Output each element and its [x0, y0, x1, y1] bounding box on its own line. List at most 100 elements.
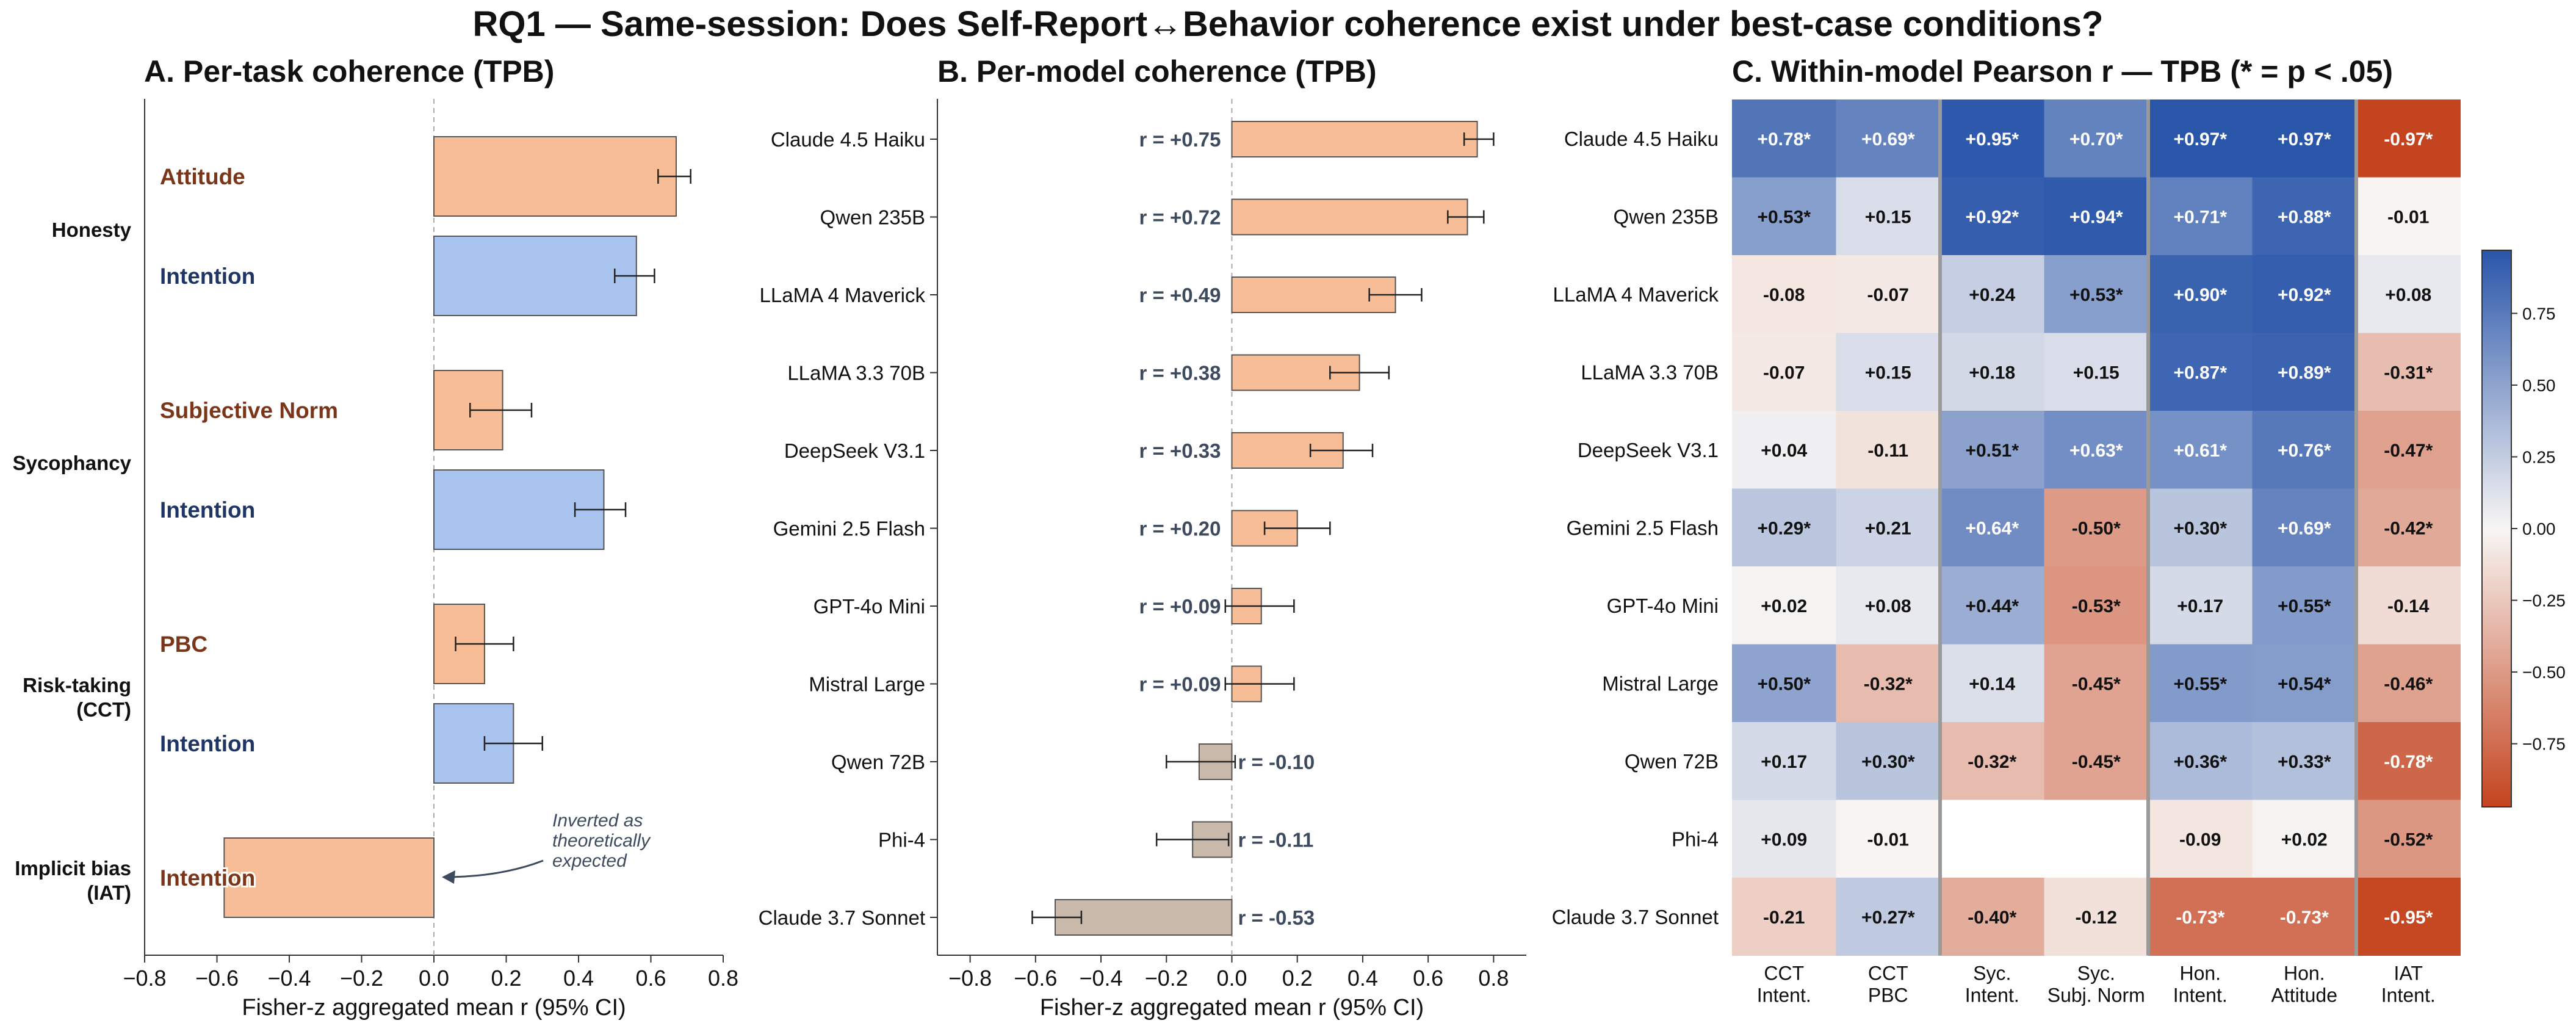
- y-tick-label: Gemini 2.5 Flash: [773, 518, 925, 540]
- heatmap-cell: [2044, 488, 2149, 567]
- column-label: Attitude: [2271, 984, 2337, 1006]
- x-tick-label: 0.2: [1282, 966, 1313, 991]
- cell-value-label: -0.52*: [2384, 829, 2433, 850]
- value-label: r = +0.20: [1139, 518, 1221, 540]
- group-label: Honesty: [52, 219, 132, 241]
- column-label: Intent.: [1757, 984, 1811, 1006]
- heatmap-cell: [1836, 878, 1941, 956]
- cell-value-label: -0.11: [1867, 441, 1908, 461]
- cell-value-label: +0.02: [1761, 596, 1807, 616]
- heatmap-cell: [2356, 800, 2461, 878]
- cell-value-label: -0.46*: [2384, 674, 2433, 694]
- heatmap-cell: [1836, 255, 1941, 333]
- colorbar-tick-label: 0.00: [2522, 519, 2556, 538]
- heatmap-cell: [2356, 722, 2461, 800]
- cell-value-label: +0.94*: [2069, 207, 2123, 227]
- row-label: LLaMA 4 Maverick: [1553, 283, 1719, 306]
- x-tick-label: 0.2: [491, 966, 521, 991]
- x-tick-label: −0.4: [267, 966, 311, 991]
- cell-value-label: +0.61*: [2173, 441, 2227, 461]
- value-label: r = +0.75: [1139, 128, 1221, 151]
- panel-b-title: B. Per-model coherence (TPB): [937, 54, 1377, 89]
- cell-value-label: +0.17: [2177, 596, 2223, 616]
- heatmap-cell: [2252, 99, 2357, 178]
- cell-value-label: -0.78*: [2384, 752, 2433, 772]
- bar: [1231, 121, 1478, 157]
- annotation-text: expected: [552, 851, 627, 871]
- heatmap-cell: [2044, 99, 2149, 178]
- cell-value-label: +0.90*: [2173, 285, 2227, 305]
- heatmap-cell: [1732, 99, 1836, 178]
- column-label: Intent.: [2173, 984, 2228, 1006]
- column-label: Hon.: [2179, 963, 2221, 984]
- heatmap-cell: [2148, 722, 2253, 800]
- value-label: r = +0.72: [1139, 206, 1221, 229]
- heatmap-cell: [2148, 800, 2253, 878]
- x-tick-label: −0.4: [1080, 966, 1123, 991]
- cell-value-label: +0.50*: [1757, 674, 1811, 694]
- cell-value-label: -0.09: [2179, 829, 2221, 850]
- row-label: Qwen 235B: [1614, 205, 1719, 228]
- bar-label: Intention: [160, 865, 255, 891]
- heatmap-cell: [2356, 333, 2461, 411]
- heatmap-cell: [2148, 644, 2253, 723]
- value-label: r = -0.53: [1238, 906, 1315, 929]
- cell-value-label: +0.64*: [1965, 518, 2019, 538]
- y-tick-label: Phi-4: [878, 829, 925, 851]
- cell-value-label: +0.15: [1865, 207, 1911, 227]
- bar-label: PBC: [160, 632, 207, 657]
- heatmap-cell: [2148, 99, 2253, 178]
- cell-value-label: +0.44*: [1965, 596, 2019, 616]
- cell-value-label: +0.63*: [2069, 441, 2123, 461]
- heatmap-cell: [1836, 566, 1941, 645]
- cell-value-label: -0.32*: [1968, 752, 2016, 772]
- group-label: Implicit bias: [15, 857, 131, 880]
- y-tick-label: Qwen 235B: [820, 206, 925, 229]
- x-tick-label: −0.8: [948, 966, 992, 991]
- cell-value-label: +0.29*: [1757, 518, 1811, 538]
- group-label: Risk-taking: [23, 674, 131, 696]
- value-label: r = +0.09: [1139, 595, 1221, 618]
- row-label: Mistral Large: [1602, 672, 1719, 695]
- row-label: Gemini 2.5 Flash: [1567, 516, 1719, 539]
- cell-value-label: +0.24: [1969, 285, 2015, 305]
- heatmap-cell: [2044, 333, 2149, 411]
- cell-value-label: -0.07: [1763, 363, 1805, 383]
- heatmap-cell-empty: [2044, 800, 2149, 878]
- heatmap-cell: [2148, 333, 2253, 411]
- cell-value-label: +0.69*: [2278, 518, 2331, 538]
- panel-a-title: A. Per-task coherence (TPB): [144, 54, 555, 89]
- annotation-text: Inverted as: [552, 811, 643, 831]
- heatmap-cell: [2252, 800, 2357, 878]
- cell-value-label: +0.92*: [1965, 207, 2019, 227]
- heatmap-cell: [2148, 255, 2253, 333]
- x-tick-label: 0.6: [635, 966, 666, 991]
- value-label: r = +0.49: [1139, 284, 1221, 306]
- heatmap-cell: [2252, 566, 2357, 645]
- cell-value-label: +0.51*: [1965, 441, 2019, 461]
- cell-value-label: -0.47*: [2384, 441, 2433, 461]
- colorbar-tick-label: −0.75: [2522, 735, 2566, 754]
- bar: [1198, 743, 1233, 780]
- heatmap-cell: [1836, 722, 1941, 800]
- y-tick-label: LLaMA 3.3 70B: [787, 362, 925, 385]
- heatmap-cell: [1732, 488, 1836, 567]
- bar: [1192, 821, 1233, 858]
- heatmap-cell: [1940, 99, 2044, 178]
- bar: [1231, 510, 1298, 547]
- heatmap-cell: [1836, 800, 1941, 878]
- x-tick-label: 0.4: [563, 966, 594, 991]
- figure-title: RQ1 — Same-session: Does Self-Report↔Beh…: [472, 4, 2104, 44]
- bar: [433, 604, 485, 684]
- heatmap-cell: [1732, 255, 1836, 333]
- cell-value-label: +0.54*: [2278, 674, 2331, 694]
- value-label: r = +0.09: [1139, 673, 1221, 696]
- cell-value-label: -0.01: [1867, 829, 1909, 850]
- colorbar-tick-label: −0.25: [2522, 591, 2566, 610]
- group-label: (CCT): [76, 698, 131, 721]
- column-label: Syc.: [1973, 963, 2011, 984]
- heatmap-cell: [1732, 333, 1836, 411]
- colorbar-tick-label: −0.50: [2522, 663, 2566, 682]
- bar: [1231, 354, 1360, 391]
